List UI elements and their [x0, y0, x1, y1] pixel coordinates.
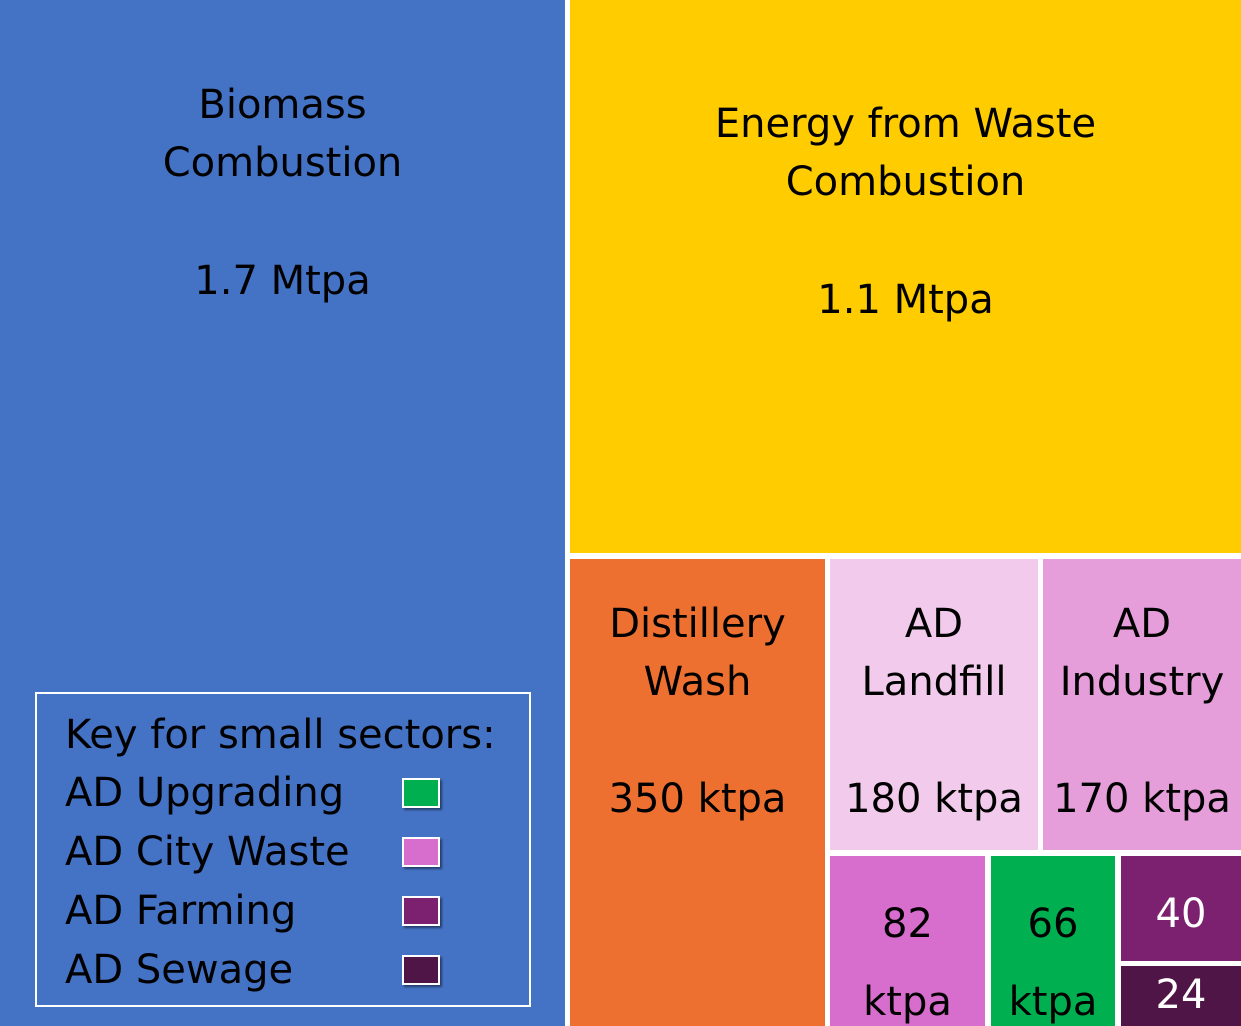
- legend-label: AD City Waste: [65, 829, 350, 875]
- treemap-tile-distillery: Distillery Wash 350 ktpa: [570, 559, 825, 1026]
- legend-label: AD Farming: [65, 888, 297, 934]
- treemap-tile-citywaste: 82 ktpa: [830, 856, 985, 1026]
- tile-label: Distillery Wash: [609, 601, 786, 705]
- tile-value-label: 1.7 Mtpa: [194, 258, 371, 304]
- legend-item-ad-city-waste: AD City Waste: [65, 827, 485, 877]
- legend-item-ad-sewage: AD Sewage: [65, 945, 485, 995]
- legend-swatch: [402, 955, 440, 985]
- tile-value-label: 170 ktpa: [1053, 776, 1231, 822]
- tile-label: AD Landfill: [861, 601, 1007, 705]
- legend-item-ad-upgrading: AD Upgrading: [65, 768, 485, 818]
- treemap-tile-sewage: 24: [1121, 966, 1241, 1026]
- treemap-tile-upgrading: 66 ktpa: [991, 856, 1115, 1026]
- tile-value-label: 1.1 Mtpa: [817, 277, 994, 323]
- treemap-tile-biomass: Biomass Combustion 1.7 Mtpa: [0, 0, 565, 1026]
- treemap-tile-farming: 40: [1121, 856, 1241, 961]
- legend-label: AD Sewage: [65, 947, 294, 993]
- tile-value-label: 180 ktpa: [845, 776, 1023, 822]
- tile-value-label: 82 ktpa: [863, 901, 952, 1025]
- tile-value-label: 66 ktpa: [1008, 901, 1098, 1025]
- legend-swatch: [402, 837, 440, 867]
- tile-label: Energy from Waste Combustion: [714, 101, 1097, 205]
- treemap-tile-efw: Energy from Waste Combustion 1.1 Mtpa: [570, 0, 1241, 553]
- tile-label: AD Industry: [1059, 601, 1225, 705]
- legend-swatch: [402, 778, 440, 808]
- treemap-tile-landfill: AD Landfill 180 ktpa: [830, 559, 1038, 850]
- tile-value-label: 40: [1155, 891, 1207, 937]
- legend-swatch: [402, 896, 440, 926]
- tile-label: Biomass Combustion: [162, 82, 403, 186]
- legend: Key for small sectors: AD Upgrading AD C…: [35, 692, 531, 1007]
- legend-label: AD Upgrading: [65, 770, 345, 816]
- tile-value-label: 350 ktpa: [608, 776, 787, 822]
- legend-item-ad-farming: AD Farming: [65, 886, 485, 936]
- treemap-tile-industry: AD Industry 170 ktpa: [1043, 559, 1241, 850]
- tile-value-label: 24: [1155, 972, 1207, 1018]
- legend-title: Key for small sectors:: [65, 712, 496, 758]
